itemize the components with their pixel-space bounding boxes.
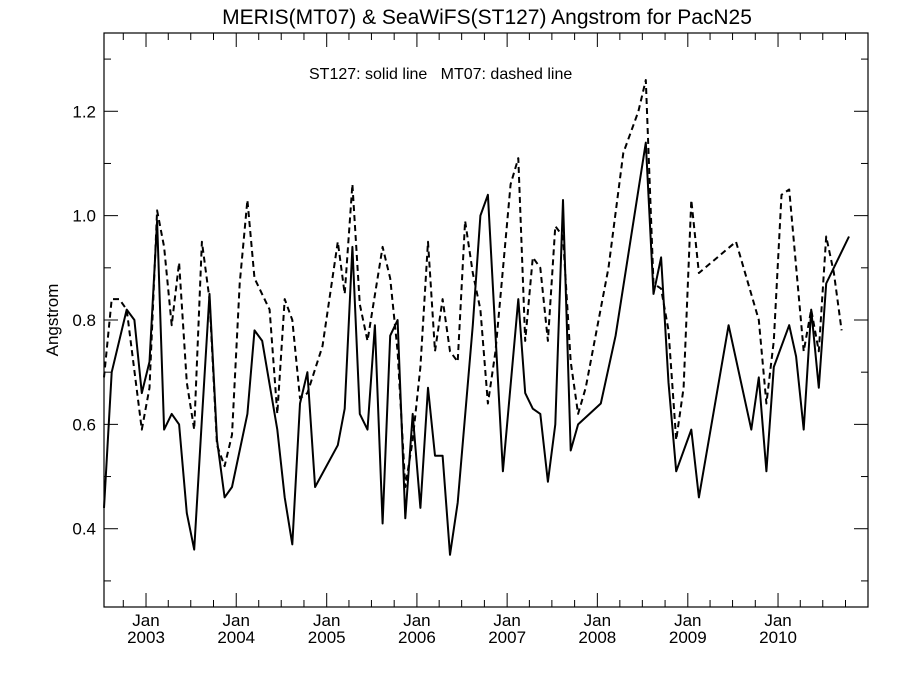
x-tick-label-year: 2005	[308, 628, 346, 647]
x-tick-label-year: 2007	[488, 628, 526, 647]
y-tick-label: 1.2	[72, 102, 96, 121]
x-tick-label-month: Jan	[674, 611, 701, 630]
x-tick-label-month: Jan	[584, 611, 611, 630]
y-tick-label: 0.4	[72, 520, 96, 539]
x-tick-label-month: Jan	[132, 611, 159, 630]
x-tick-label-month: Jan	[403, 611, 430, 630]
y-tick-label: 0.6	[72, 415, 96, 434]
x-tick-label-month: Jan	[223, 611, 250, 630]
series-line-mt07	[103, 79, 843, 488]
x-tick-label-year: 2010	[759, 628, 797, 647]
x-tick-label-year: 2006	[398, 628, 436, 647]
plot-frame	[103, 32, 869, 608]
axis-ticks: 0.40.60.81.01.2Jan2003Jan2004Jan2005Jan2…	[72, 33, 868, 647]
chart-title: MERIS(MT07) & SeaWiFS(ST127) Angstrom fo…	[222, 6, 752, 29]
x-tick-label-year: 2009	[669, 628, 707, 647]
series-line-st127	[103, 141, 850, 556]
y-tick-label: 1.0	[72, 207, 96, 226]
y-tick-label: 0.8	[72, 311, 96, 330]
x-tick-label-month: Jan	[764, 611, 791, 630]
legend-annotation: ST127: solid line MT07: dashed line	[309, 66, 572, 83]
x-tick-label-month: Jan	[493, 611, 520, 630]
x-tick-label-month: Jan	[313, 611, 340, 630]
x-tick-label-year: 2008	[578, 628, 616, 647]
x-tick-label-year: 2003	[127, 628, 165, 647]
x-tick-label-year: 2004	[217, 628, 255, 647]
series-layer	[103, 79, 850, 556]
y-axis-label: Angstrom	[43, 284, 62, 357]
